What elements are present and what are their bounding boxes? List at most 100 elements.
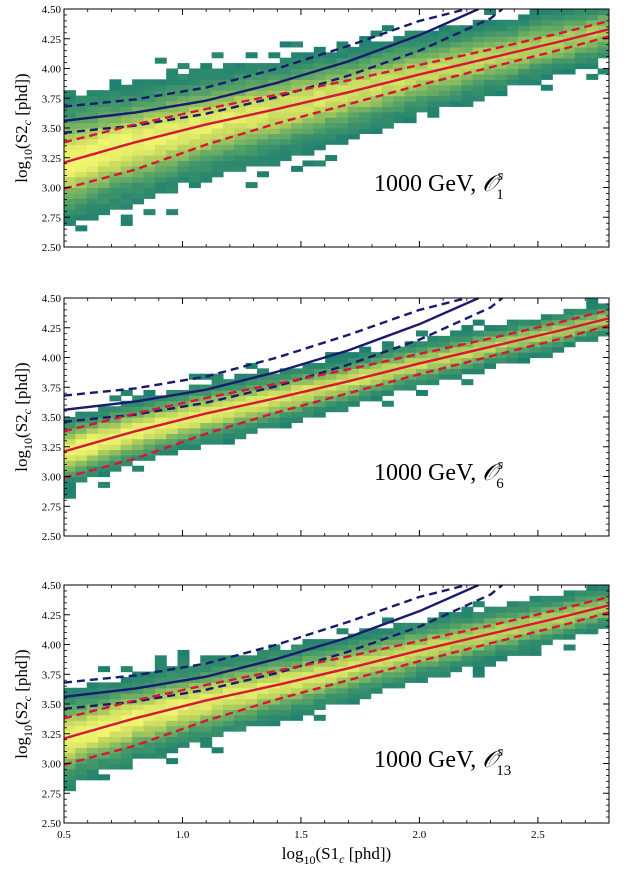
heatmap-cell bbox=[98, 176, 111, 183]
heatmap-cell bbox=[177, 714, 190, 721]
heatmap-cell bbox=[75, 720, 88, 727]
heatmap-cell bbox=[177, 90, 190, 97]
heatmap-cell bbox=[86, 720, 99, 727]
heatmap-cell bbox=[98, 187, 111, 194]
heatmap-cell bbox=[75, 449, 88, 456]
heatmap-cell bbox=[245, 693, 258, 700]
heatmap-cell bbox=[359, 693, 372, 700]
heatmap-cell bbox=[313, 46, 326, 53]
heatmap-cell bbox=[166, 758, 179, 765]
heatmap-cell bbox=[120, 758, 133, 765]
heatmap-cell bbox=[279, 144, 292, 151]
heatmap-cell bbox=[109, 406, 122, 413]
heatmap-cell bbox=[86, 768, 99, 775]
heatmap-cell bbox=[461, 90, 474, 97]
heatmap-cell bbox=[370, 95, 383, 102]
navy-dashed-curve bbox=[64, 9, 504, 134]
heatmap-cell bbox=[98, 209, 111, 216]
red-dashed-curve bbox=[64, 19, 609, 144]
heatmap-cell bbox=[347, 90, 360, 97]
heatmap-cell bbox=[154, 187, 167, 194]
heatmap-cell bbox=[143, 698, 156, 705]
heatmap-cell bbox=[427, 335, 440, 342]
heatmap-cell bbox=[132, 693, 145, 700]
heatmap-cell bbox=[268, 128, 281, 135]
heatmap-cell bbox=[200, 389, 213, 396]
heatmap-cell bbox=[120, 122, 133, 129]
heatmap-cell bbox=[484, 36, 497, 43]
heatmap-cell bbox=[347, 122, 360, 129]
heatmap-cell bbox=[563, 46, 576, 53]
heatmap-cell bbox=[404, 79, 417, 86]
heatmap-cell bbox=[86, 438, 99, 445]
heatmap-cell bbox=[86, 427, 99, 434]
heatmap-cell bbox=[234, 655, 247, 662]
heatmap-cell bbox=[461, 52, 474, 59]
heatmap-cell bbox=[336, 128, 349, 135]
heatmap-cell bbox=[506, 46, 519, 53]
heatmap-cell bbox=[404, 52, 417, 59]
heatmap-cell bbox=[120, 171, 133, 178]
heatmap-cell bbox=[518, 52, 531, 59]
heatmap-cell bbox=[359, 639, 372, 646]
heatmap-cell bbox=[188, 133, 201, 140]
heatmap-cell bbox=[109, 100, 122, 107]
heatmap-cell bbox=[109, 395, 122, 402]
heatmap-cell bbox=[234, 676, 247, 683]
heatmap-cell bbox=[291, 666, 304, 673]
heatmap-cell bbox=[325, 693, 338, 700]
heatmap-cell bbox=[404, 633, 417, 640]
heatmap-cell bbox=[540, 9, 553, 16]
heatmap-cell bbox=[450, 330, 462, 337]
heatmap-cell bbox=[506, 644, 519, 651]
heatmap-cell bbox=[166, 444, 179, 451]
heatmap-cell bbox=[415, 660, 428, 667]
heatmap-cell bbox=[200, 422, 213, 429]
heatmap-cell bbox=[404, 644, 417, 651]
heatmap-cell bbox=[245, 73, 258, 80]
heatmap-cell bbox=[154, 79, 167, 86]
heatmap-cell bbox=[98, 182, 111, 189]
heatmap-cell bbox=[302, 90, 315, 97]
heatmap-cell bbox=[98, 763, 111, 770]
heatmap-cell bbox=[86, 741, 99, 748]
heatmap-cell bbox=[393, 111, 406, 118]
heatmap-cell bbox=[86, 698, 99, 705]
heatmap-cell bbox=[177, 122, 190, 129]
heatmap-cell bbox=[529, 41, 542, 48]
heatmap-cell bbox=[484, 30, 497, 37]
heatmap-cell bbox=[461, 660, 474, 667]
heatmap-cell bbox=[291, 111, 304, 118]
heatmap-cell bbox=[86, 747, 99, 754]
heatmap-cell bbox=[518, 73, 531, 80]
heatmap-cell bbox=[347, 698, 360, 705]
heatmap-cell bbox=[506, 357, 519, 364]
heatmap-cell bbox=[325, 406, 338, 413]
heatmap-cell bbox=[359, 57, 372, 64]
heatmap-cell bbox=[370, 357, 383, 364]
heatmap-cell bbox=[529, 14, 542, 21]
heatmap-cell bbox=[279, 709, 292, 716]
heatmap-cell bbox=[484, 9, 497, 16]
heatmap-cell bbox=[188, 709, 201, 716]
heatmap-cell bbox=[336, 698, 349, 705]
heatmap-cell bbox=[188, 73, 201, 80]
heatmap-cell bbox=[393, 666, 406, 673]
heatmap-cell bbox=[540, 52, 553, 59]
heatmap-cell bbox=[188, 84, 201, 91]
heatmap-cell bbox=[188, 704, 201, 711]
heatmap-cell bbox=[574, 57, 587, 64]
heatmap-cell bbox=[177, 79, 190, 86]
y-tick-label: 2.75 bbox=[42, 501, 62, 513]
heatmap-cell bbox=[86, 454, 99, 461]
heatmap-cell bbox=[347, 400, 360, 407]
heatmap-cell bbox=[279, 138, 292, 145]
heatmap-cell bbox=[472, 319, 485, 326]
heatmap-cell bbox=[154, 427, 167, 434]
heatmap-cell bbox=[109, 725, 122, 732]
heatmap-cell bbox=[109, 165, 122, 172]
heatmap-cell bbox=[313, 90, 326, 97]
heatmap-cell bbox=[325, 368, 338, 375]
heatmap-cell bbox=[313, 100, 326, 107]
heatmap-cell bbox=[154, 720, 167, 727]
